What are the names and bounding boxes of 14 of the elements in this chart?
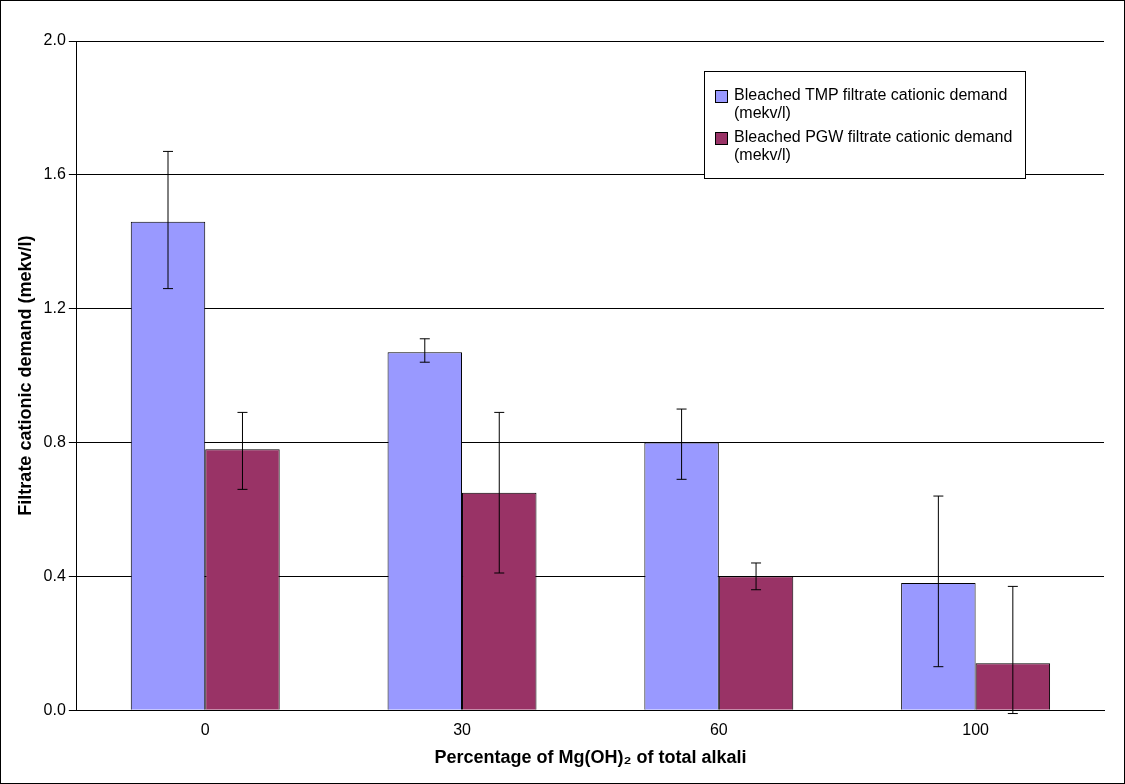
- y-tick-label: 0.0: [43, 700, 66, 718]
- x-tick-label: 100: [962, 721, 990, 739]
- y-tick-label: 0.8: [43, 432, 66, 450]
- y-axis-title: Filtrate cationic demand (mekv/l): [14, 235, 35, 516]
- x-axis-title: Percentage of Mg(OH)₂ of total alkali: [434, 747, 747, 768]
- x-tick-label: 60: [709, 721, 728, 739]
- legend-label: Bleached PGW filtrate cationic demand (mekv/l): [734, 128, 1014, 164]
- y-tick-label: 1.2: [43, 299, 66, 317]
- x-tick-label: 30: [453, 721, 472, 739]
- y-tick-label: 1.6: [43, 165, 66, 183]
- y-tick-label: 2.0: [43, 31, 66, 49]
- legend-label: Bleached TMP filtrate cationic demand (mekv/l): [734, 86, 1009, 122]
- y-tick-label: 0.4: [43, 566, 66, 584]
- x-tick-label: 0: [200, 721, 210, 739]
